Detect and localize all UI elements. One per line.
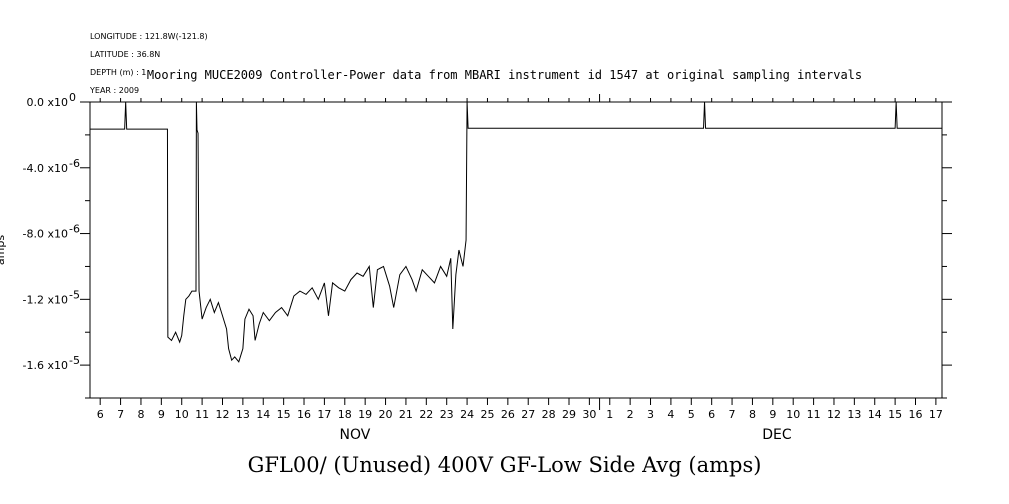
x-tick-label: 23 (440, 408, 454, 421)
x-tick-label: 13 (847, 408, 861, 421)
x-tick-label: 9 (158, 408, 165, 421)
latitude-text: LATITUDE : 36.8N (90, 50, 161, 59)
x-tick-label: 11 (807, 408, 821, 421)
x-tick-label: 12 (215, 408, 229, 421)
x-tick-label: 8 (137, 408, 144, 421)
x-tick-label: 10 (786, 408, 800, 421)
x-tick-label: 27 (521, 408, 535, 421)
x-tick-label: 20 (379, 408, 393, 421)
x-tick-label: 25 (480, 408, 494, 421)
x-tick-label: 15 (277, 408, 291, 421)
x-tick-label: 16 (909, 408, 923, 421)
x-tick-label: 7 (117, 408, 124, 421)
y-tick-label: -1.2 x10 (23, 293, 68, 306)
y-tick-exponent: -5 (69, 354, 80, 367)
plot-frame (89, 101, 943, 399)
y-tick-label: 0.0 x10 (27, 96, 69, 109)
x-tick-label: 1 (606, 408, 613, 421)
x-tick-label: 30 (582, 408, 596, 421)
y-tick-exponent: -6 (69, 157, 80, 170)
y-tick-label: -4.0 x10 (23, 162, 68, 175)
x-tick-label: 11 (195, 408, 209, 421)
series-line (90, 101, 942, 363)
x-tick-label: 19 (358, 408, 372, 421)
x-tick-label: 22 (419, 408, 433, 421)
x-tick-label: 29 (562, 408, 576, 421)
x-tick-label: 24 (460, 408, 474, 421)
y-tick-label: -1.6 x10 (23, 359, 68, 372)
x-tick-label: 5 (688, 408, 695, 421)
y-tick-exponent: -5 (69, 288, 80, 301)
x-tick-label: 18 (338, 408, 352, 421)
x-tick-label: 4 (667, 408, 674, 421)
year-text: YEAR : 2009 (90, 86, 140, 95)
x-tick-label: 2 (627, 408, 634, 421)
x-tick-label: 21 (399, 408, 413, 421)
y-axis-label: amps (0, 235, 7, 265)
month-label: DEC (762, 427, 792, 443)
x-tick-label: 13 (236, 408, 250, 421)
chart-title: GFL00/ (Unused) 400V GF-Low Side Avg (am… (247, 453, 762, 477)
x-tick-label: 6 (97, 408, 104, 421)
y-tick-exponent: -6 (69, 223, 80, 236)
x-tick-label: 12 (827, 408, 841, 421)
longitude-text: LONGITUDE : 121.8W(-121.8) (90, 32, 208, 41)
x-tick-label: 14 (256, 408, 270, 421)
x-tick-label: 16 (297, 408, 311, 421)
x-tick-label: 9 (769, 408, 776, 421)
x-tick-label: 26 (501, 408, 515, 421)
x-tick-label: 14 (868, 408, 882, 421)
x-tick-label: 8 (749, 408, 756, 421)
y-tick-exponent: 0 (69, 91, 76, 104)
depth-text: DEPTH (m) : 1 (90, 68, 147, 77)
x-tick-label: 6 (708, 408, 715, 421)
x-tick-label: 3 (647, 408, 654, 421)
x-tick-label: 7 (729, 408, 736, 421)
plot-title: Mooring MUCE2009 Controller-Power data f… (146, 68, 863, 82)
x-tick-label: 15 (888, 408, 902, 421)
x-tick-label: 17 (317, 408, 331, 421)
y-tick-label: -8.0 x10 (23, 228, 68, 241)
month-label: NOV (340, 427, 371, 443)
x-tick-label: 10 (175, 408, 189, 421)
x-tick-label: 17 (929, 408, 943, 421)
x-tick-label: 28 (542, 408, 556, 421)
metadata-block: LONGITUDE : 121.8W(-121.8) LATITUDE : 36… (90, 23, 208, 104)
